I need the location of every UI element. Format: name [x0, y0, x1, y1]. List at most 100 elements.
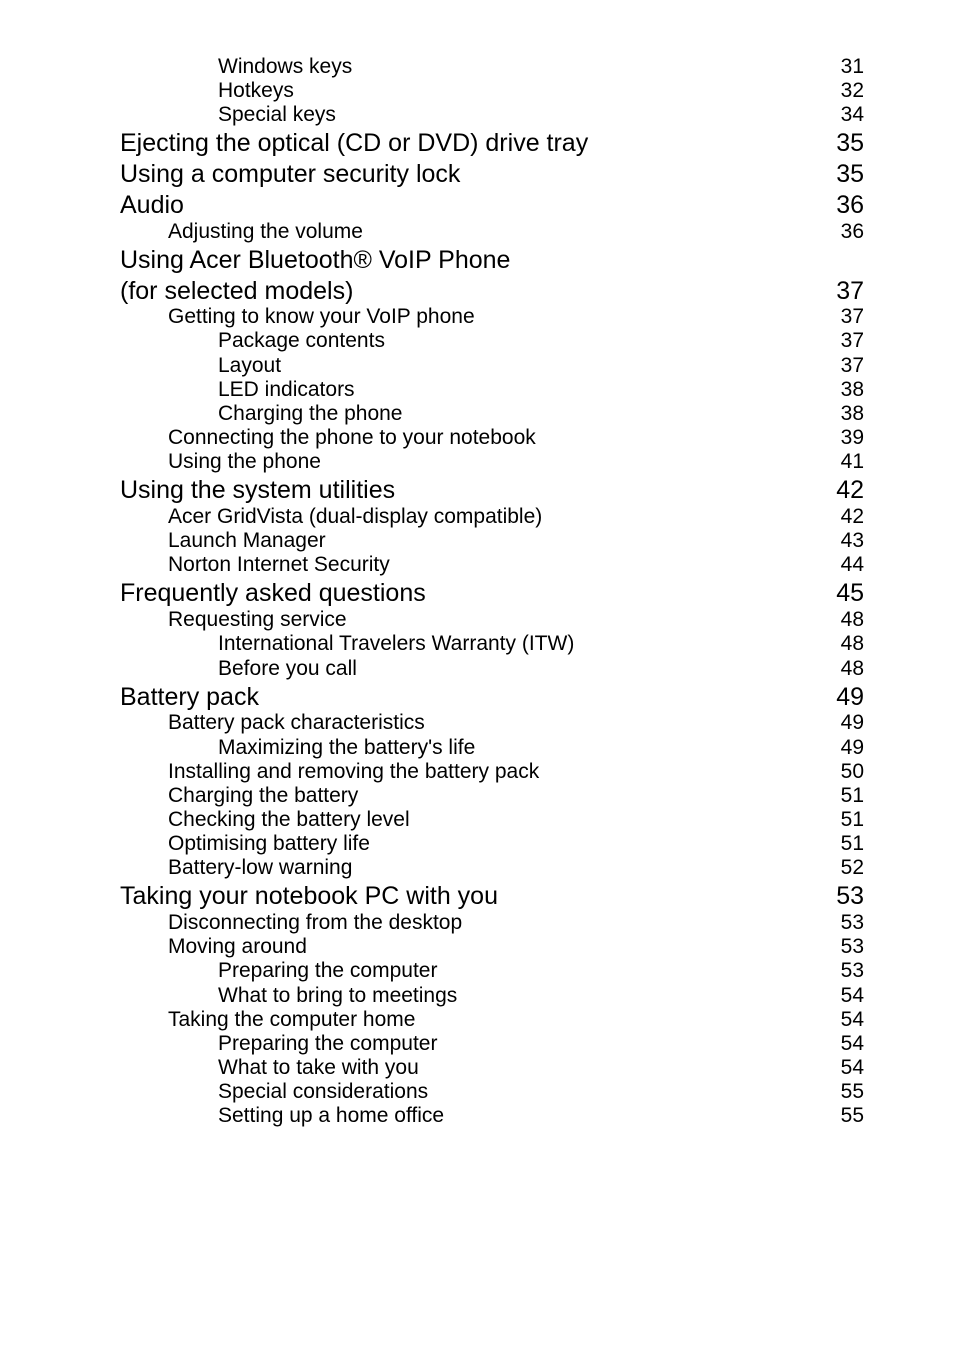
toc-entry-page: 44: [824, 553, 864, 577]
toc-entry[interactable]: Adjusting the volume36: [120, 220, 864, 244]
toc-page: Windows keys31Hotkeys32Special keys34Eje…: [0, 0, 954, 1369]
toc-entry-page: 49: [824, 711, 864, 735]
toc-entry-page: 37: [824, 354, 864, 378]
toc-entry[interactable]: Norton Internet Security44: [120, 553, 864, 577]
toc-entry-page: 37: [824, 305, 864, 329]
toc-entry-label: Battery pack characteristics: [168, 711, 824, 735]
toc-entry-label: Using Acer Bluetooth® VoIP Phone: [120, 246, 824, 275]
toc-entry-label: Ejecting the optical (CD or DVD) drive t…: [120, 129, 824, 158]
toc-entry[interactable]: Maximizing the battery's life49: [120, 736, 864, 760]
toc-entry-page: 39: [824, 426, 864, 450]
toc-entry[interactable]: Charging the phone38: [120, 402, 864, 426]
toc-entry[interactable]: Special considerations55: [120, 1080, 864, 1104]
toc-entry[interactable]: Connecting the phone to your notebook39: [120, 426, 864, 450]
toc-entry-label: (for selected models): [120, 277, 824, 306]
toc-entry[interactable]: LED indicators38: [120, 378, 864, 402]
toc-entry[interactable]: Battery pack characteristics49: [120, 711, 864, 735]
toc-entry-page: 53: [824, 911, 864, 935]
toc-entry-page: 54: [824, 1008, 864, 1032]
toc-entry[interactable]: Installing and removing the battery pack…: [120, 760, 864, 784]
toc-entry[interactable]: Taking the computer home54: [120, 1008, 864, 1032]
toc-entry-label: Before you call: [218, 657, 824, 681]
toc-entry-label: What to take with you: [218, 1056, 824, 1080]
toc-entry[interactable]: Battery-low warning52: [120, 856, 864, 880]
toc-entry-label: What to bring to meetings: [218, 984, 824, 1008]
toc-entry-label: Disconnecting from the desktop: [168, 911, 824, 935]
toc-entry[interactable]: Special keys34: [120, 103, 864, 127]
toc-entry[interactable]: Using Acer Bluetooth® VoIP Phone: [120, 246, 864, 275]
toc-entry-label: Preparing the computer: [218, 959, 824, 983]
toc-entry-page: 48: [824, 608, 864, 632]
toc-entry-label: Battery-low warning: [168, 856, 824, 880]
toc-entry-label: Adjusting the volume: [168, 220, 824, 244]
toc-list: Windows keys31Hotkeys32Special keys34Eje…: [120, 55, 864, 1128]
toc-entry-label: LED indicators: [218, 378, 824, 402]
toc-entry[interactable]: Package contents37: [120, 329, 864, 353]
toc-entry-page: 54: [824, 984, 864, 1008]
toc-entry-page: 53: [824, 882, 864, 911]
toc-entry-label: Taking the computer home: [168, 1008, 824, 1032]
toc-entry[interactable]: International Travelers Warranty (ITW)48: [120, 632, 864, 656]
toc-entry[interactable]: Launch Manager43: [120, 529, 864, 553]
toc-entry-label: Layout: [218, 354, 824, 378]
toc-entry-page: 52: [824, 856, 864, 880]
toc-entry-page: 34: [824, 103, 864, 127]
toc-entry[interactable]: Frequently asked questions45: [120, 579, 864, 608]
toc-entry-label: Charging the battery: [168, 784, 824, 808]
toc-entry[interactable]: Disconnecting from the desktop53: [120, 911, 864, 935]
toc-entry-page: 35: [824, 129, 864, 158]
toc-entry-label: Using the system utilities: [120, 476, 824, 505]
toc-entry-label: Getting to know your VoIP phone: [168, 305, 824, 329]
toc-entry[interactable]: Optimising battery life51: [120, 832, 864, 856]
toc-entry-page: 35: [824, 160, 864, 189]
toc-entry[interactable]: Audio36: [120, 191, 864, 220]
toc-entry-page: 51: [824, 832, 864, 856]
toc-entry-label: Frequently asked questions: [120, 579, 824, 608]
toc-entry-page: 41: [824, 450, 864, 474]
toc-entry[interactable]: Layout37: [120, 354, 864, 378]
toc-entry-page: 48: [824, 657, 864, 681]
toc-entry-page: 45: [824, 579, 864, 608]
toc-entry-label: Optimising battery life: [168, 832, 824, 856]
toc-entry[interactable]: Hotkeys32: [120, 79, 864, 103]
toc-entry-page: 53: [824, 935, 864, 959]
toc-entry[interactable]: Using a computer security lock35: [120, 160, 864, 189]
toc-entry[interactable]: Acer GridVista (dual-display compatible)…: [120, 505, 864, 529]
toc-entry-label: Maximizing the battery's life: [218, 736, 824, 760]
toc-entry-label: Launch Manager: [168, 529, 824, 553]
toc-entry-label: Requesting service: [168, 608, 824, 632]
toc-entry-label: Hotkeys: [218, 79, 824, 103]
toc-entry-page: 55: [824, 1104, 864, 1128]
toc-entry[interactable]: Ejecting the optical (CD or DVD) drive t…: [120, 129, 864, 158]
toc-entry-page: 31: [824, 55, 864, 79]
toc-entry-label: Moving around: [168, 935, 824, 959]
toc-entry[interactable]: Preparing the computer54: [120, 1032, 864, 1056]
toc-entry[interactable]: Moving around53: [120, 935, 864, 959]
toc-entry[interactable]: Checking the battery level51: [120, 808, 864, 832]
toc-entry[interactable]: Windows keys31: [120, 55, 864, 79]
toc-entry-page: 51: [824, 784, 864, 808]
toc-entry-page: 51: [824, 808, 864, 832]
toc-entry[interactable]: Taking your notebook PC with you53: [120, 882, 864, 911]
toc-entry-label: Special considerations: [218, 1080, 824, 1104]
toc-entry[interactable]: Preparing the computer53: [120, 959, 864, 983]
toc-entry-page: 54: [824, 1032, 864, 1056]
toc-entry[interactable]: Getting to know your VoIP phone37: [120, 305, 864, 329]
toc-entry[interactable]: Requesting service48: [120, 608, 864, 632]
toc-entry-label: International Travelers Warranty (ITW): [218, 632, 824, 656]
toc-entry[interactable]: Using the phone41: [120, 450, 864, 474]
toc-entry-label: Checking the battery level: [168, 808, 824, 832]
toc-entry[interactable]: What to bring to meetings54: [120, 984, 864, 1008]
toc-entry[interactable]: Battery pack49: [120, 683, 864, 712]
toc-entry[interactable]: Using the system utilities42: [120, 476, 864, 505]
toc-entry[interactable]: Before you call48: [120, 657, 864, 681]
toc-entry[interactable]: Charging the battery51: [120, 784, 864, 808]
toc-entry-page: 53: [824, 959, 864, 983]
toc-entry-label: Package contents: [218, 329, 824, 353]
toc-entry-label: Setting up a home office: [218, 1104, 824, 1128]
toc-entry[interactable]: Setting up a home office55: [120, 1104, 864, 1128]
toc-entry-page: 36: [824, 220, 864, 244]
toc-entry[interactable]: (for selected models)37: [120, 277, 864, 306]
toc-entry-page: 43: [824, 529, 864, 553]
toc-entry[interactable]: What to take with you54: [120, 1056, 864, 1080]
